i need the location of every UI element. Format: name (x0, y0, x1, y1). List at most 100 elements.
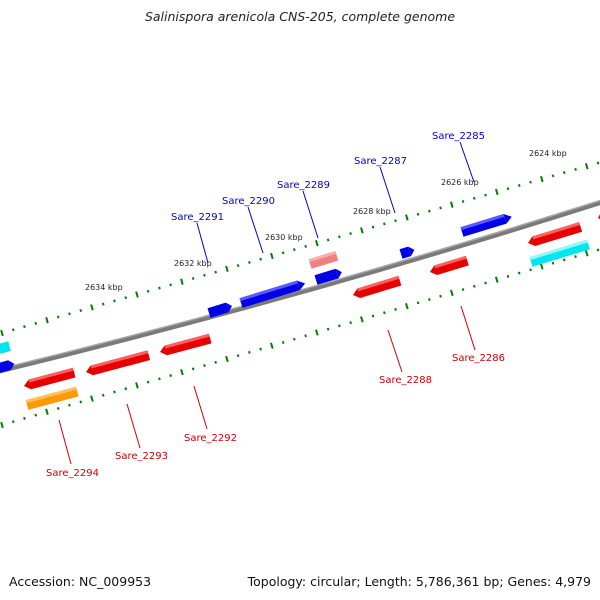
scale-tick (68, 403, 71, 407)
scale-tick (506, 187, 510, 191)
scale-tick (371, 225, 375, 229)
kbp-label-2634: 2634 kbp (85, 283, 123, 292)
scale-tick (371, 314, 375, 318)
scale-tick (484, 281, 487, 285)
gene-label-sare-2294: Sare_2294 (46, 468, 99, 479)
scale-tick (101, 393, 105, 397)
scale-tick (405, 214, 409, 221)
map-title: Salinispora arenicola CNS-205, complete … (144, 9, 456, 24)
scale-tick (248, 260, 251, 264)
scale-tick (461, 200, 465, 203)
gene-label-sare-2287: Sare_2287 (354, 156, 407, 167)
scale-tick (450, 201, 454, 208)
gene-feature-forward[interactable] (239, 279, 307, 308)
scale-tick (191, 277, 195, 280)
scale-tick (416, 212, 420, 216)
scale-tick (428, 209, 431, 213)
gene-feature-reverse[interactable] (352, 275, 402, 300)
scale-tick (214, 270, 217, 274)
scale-tick (11, 420, 15, 424)
scale-tick (281, 341, 285, 344)
scale-tick (259, 257, 262, 261)
scale-tick (439, 206, 442, 210)
gene-feature-reverse[interactable] (159, 333, 212, 357)
scale-tick (473, 196, 476, 200)
scale-tick (281, 251, 285, 255)
gene-feature-forward[interactable] (207, 301, 234, 318)
gene-feature-forward[interactable] (0, 359, 16, 374)
topology-text: Topology: circular; Length: 5,786,361 bp… (247, 574, 591, 589)
scale-tick (394, 219, 397, 223)
gene-label-sare-2289: Sare_2289 (277, 180, 330, 191)
scale-tick (248, 350, 251, 354)
reverse-tick-row (0, 248, 600, 429)
scale-tick (56, 315, 60, 319)
scale-tick (158, 286, 161, 290)
scale-tick (383, 311, 386, 315)
scale-tick (428, 298, 431, 301)
scale-tick (191, 367, 195, 371)
scale-tick (124, 387, 128, 391)
scale-tick (34, 321, 38, 325)
gene-feature-reverse[interactable] (85, 350, 151, 376)
scale-tick (135, 291, 139, 298)
scale-tick (101, 302, 105, 306)
scale-tick (90, 395, 94, 402)
scale-tick (484, 193, 487, 197)
scale-tick (45, 317, 49, 324)
gene-feature-orange[interactable] (25, 386, 79, 410)
scale-tick (0, 329, 4, 337)
kbp-label-2630: 2630 kbp (265, 233, 303, 242)
gene-label-sare-2292: Sare_2292 (184, 433, 237, 444)
scale-tick (259, 347, 262, 351)
scale-tick (529, 180, 532, 184)
scale-tick (472, 284, 476, 288)
gene-label-sare-2290: Sare_2290 (222, 196, 275, 207)
scale-tick (517, 271, 521, 275)
scale-tick (180, 278, 184, 285)
gene-feature-light[interactable] (308, 251, 339, 269)
scale-tick (383, 222, 386, 226)
kbp-label-2632: 2632 kbp (174, 259, 212, 268)
scale-tick (540, 175, 544, 183)
scale-tick (203, 273, 206, 277)
gene-feature-reverse[interactable] (597, 210, 600, 222)
scale-tick (562, 258, 566, 262)
scale-tick (315, 329, 319, 336)
scale-tick (416, 301, 420, 305)
scale-tick (494, 276, 499, 283)
scale-tick (551, 261, 555, 265)
scale-tick (574, 255, 577, 259)
gene-feature-reverse[interactable] (527, 222, 583, 248)
gene-feature-cyan[interactable] (529, 239, 590, 267)
gene-feature-reverse[interactable] (23, 367, 76, 391)
gene-feature-forward[interactable] (460, 212, 514, 237)
scale-tick (225, 355, 229, 363)
gene-feature-forward[interactable] (399, 245, 416, 259)
scale-tick (90, 304, 94, 311)
scale-tick (394, 307, 397, 311)
scale-tick (270, 252, 274, 260)
scale-tick (338, 324, 341, 328)
scale-tick (517, 184, 521, 187)
scale-tick (539, 263, 544, 270)
gene-feature-reverse[interactable] (429, 255, 469, 277)
scale-tick (158, 377, 161, 381)
scale-tick (461, 288, 465, 292)
scale-tick (349, 321, 352, 325)
scale-tick (495, 188, 499, 196)
scale-tick (56, 407, 60, 410)
gene-label-sare-2288: Sare_2288 (379, 375, 432, 386)
scale-tick (293, 337, 296, 341)
gene-label-sare-2291: Sare_2291 (171, 212, 224, 223)
forward-tick-row (0, 161, 600, 337)
scale-tick (574, 167, 577, 171)
gene-feature-cyan[interactable] (0, 341, 11, 355)
scale-tick (124, 296, 127, 300)
scale-tick (135, 382, 139, 389)
scale-tick (146, 289, 150, 293)
kbp-label-2628: 2628 kbp (353, 207, 391, 216)
gene-feature-forward[interactable] (314, 267, 344, 285)
kbp-label-2624: 2624 kbp (529, 149, 567, 158)
scale-tick (23, 416, 26, 420)
